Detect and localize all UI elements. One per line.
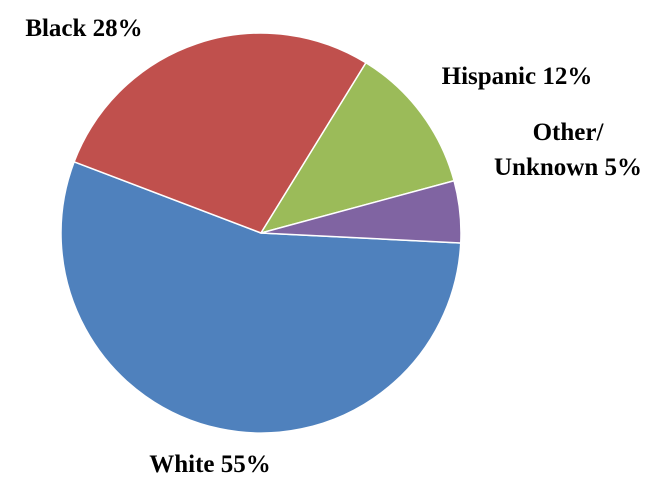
pie-slice-hispanic [260, 62, 455, 234]
slice-label-line: Unknown 5% [494, 154, 642, 181]
slice-label-line: Other/ [533, 119, 605, 146]
slice-label-other-unknown: Other/Unknown 5% [494, 119, 642, 181]
slice-label-hispanic: Hispanic 12% [442, 63, 593, 90]
pie-slice-other-unknown [260, 179, 462, 244]
slice-label-line: Black 28% [25, 15, 142, 42]
pie-slice-white [60, 161, 462, 434]
pie-slices [60, 32, 462, 434]
slice-label-line: Hispanic 12% [442, 63, 593, 90]
slice-label-black: Black 28% [25, 15, 142, 42]
pie-slice-black [73, 32, 367, 234]
slice-label-white: White 55% [149, 451, 271, 477]
slice-label-line: White 55% [149, 451, 271, 477]
pie-labels: White 55% Black 28% Hispanic 12% Other/Unkn… [25, 15, 642, 477]
